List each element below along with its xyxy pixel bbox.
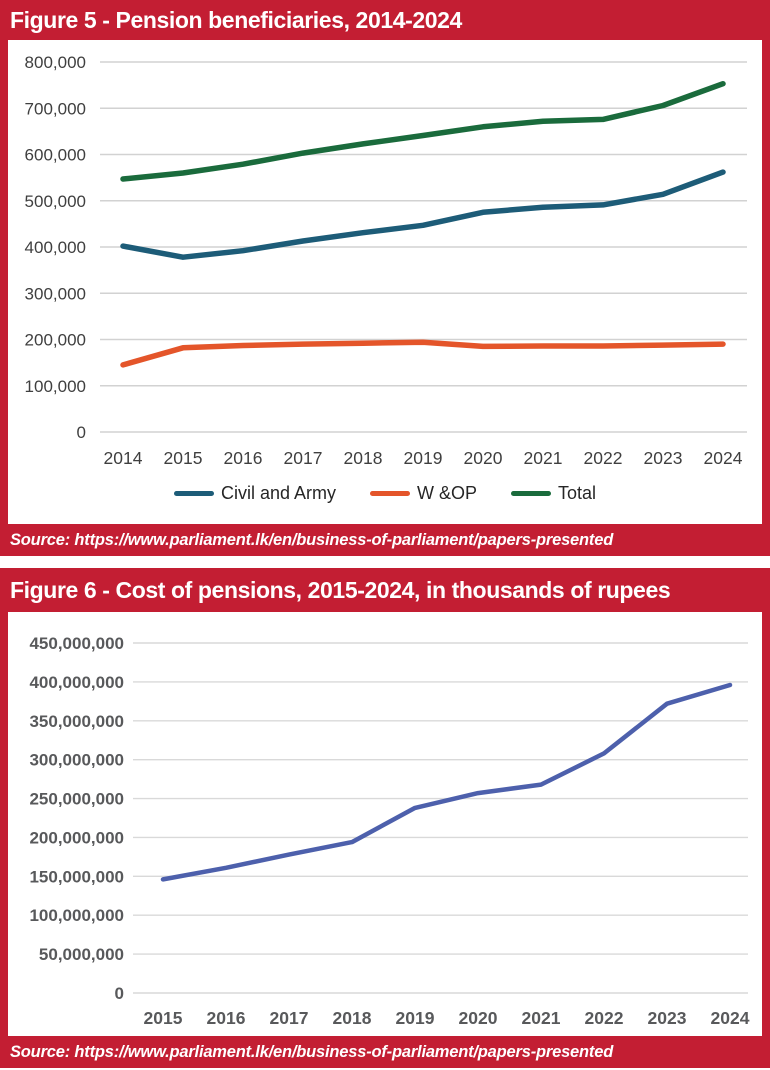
figure6-chart-area: 0 50,000,000 100,000,000 150,000,000 200,000… xyxy=(8,612,762,1036)
x-tick-label: 2024 xyxy=(704,448,743,468)
y-tick-label: 400,000,000 xyxy=(29,673,124,692)
y-tick-label: 150,000,000 xyxy=(29,867,124,886)
series-line-cost-of-pensions xyxy=(160,682,733,882)
x-tick-label: 2022 xyxy=(585,1008,624,1028)
civil-and-army-swatch xyxy=(173,491,214,496)
legend-item-total: Total xyxy=(511,483,596,504)
y-tick-label: 0 xyxy=(77,423,86,442)
legend-item-civil-and-army: Civil and Army xyxy=(173,483,336,504)
y-tick-label: 500,000 xyxy=(25,192,86,211)
figure5-title: Figure 5 - Pension beneficiaries, 2014-2… xyxy=(10,6,462,33)
x-tick-label: 2019 xyxy=(396,1008,435,1028)
figure5-panel: Figure 5 - Pension beneficiaries, 2014-2… xyxy=(0,0,770,556)
x-tick-label: 2020 xyxy=(459,1008,498,1028)
x-tick-label: 2016 xyxy=(224,448,263,468)
total-swatch xyxy=(511,491,551,496)
legend-item-wop: W &OP xyxy=(369,483,477,504)
y-tick-label: 400,000 xyxy=(25,238,86,257)
series-line-w-op xyxy=(120,339,726,368)
x-tick-label: 2022 xyxy=(584,448,623,468)
y-tick-label: 250,000,000 xyxy=(29,790,124,809)
series-line-civil-and-army xyxy=(120,169,726,260)
figure5-source-text: Source: https://www.parliament.lk/en/bus… xyxy=(10,530,614,549)
y-tick-label: 300,000 xyxy=(25,284,86,303)
y-tick-label: 450,000,000 xyxy=(29,634,124,653)
y-tick-label: 200,000,000 xyxy=(29,828,124,847)
y-tick-label: 300,000,000 xyxy=(29,751,124,770)
x-tick-label: 2018 xyxy=(344,448,383,468)
x-tick-label: 2024 xyxy=(711,1008,750,1028)
y-tick-label: 200,000 xyxy=(25,331,86,350)
figure6-panel: Figure 6 - Cost of pensions, 2015-2024, … xyxy=(0,568,770,1068)
figure5-legend: Civil and Army W &OP Total xyxy=(8,475,762,524)
x-tick-label: 2021 xyxy=(522,1008,561,1028)
figure6-header-bar: Figure 6 - Cost of pensions, 2015-2024, … xyxy=(8,568,762,612)
legend-label: W &OP xyxy=(416,483,477,503)
figure6-line-chart: 0 50,000,000 100,000,000 150,000,000 200,000… xyxy=(29,634,750,1028)
figure5-header-bar: Figure 5 - Pension beneficiaries, 2014-2… xyxy=(8,0,762,40)
legend-label: Civil and Army xyxy=(220,483,336,503)
legend-label: Total xyxy=(558,483,597,503)
y-tick-label: 100,000 xyxy=(25,377,86,396)
x-tick-label: 2017 xyxy=(284,448,323,468)
y-tick-label: 100,000,000 xyxy=(29,906,124,925)
figure5-source-bar: Source: https://www.parliament.lk/en/bus… xyxy=(8,524,762,556)
figure5-line-chart: 0 100,000 200,000 300,000 400,000 500,000 600,… xyxy=(25,53,747,468)
x-tick-label: 2016 xyxy=(207,1008,246,1028)
x-tick-label: 2020 xyxy=(464,448,503,468)
series-line-total xyxy=(120,80,726,182)
y-tick-label: 700,000 xyxy=(25,99,86,118)
x-tick-label: 2023 xyxy=(648,1008,687,1028)
x-tick-label: 2021 xyxy=(524,448,563,468)
panel-gap xyxy=(0,556,770,568)
x-tick-label: 2015 xyxy=(164,448,203,468)
x-tick-label: 2015 xyxy=(144,1008,183,1028)
x-tick-label: 2017 xyxy=(270,1008,309,1028)
x-tick-label: 2019 xyxy=(404,448,443,468)
wop-swatch xyxy=(369,491,410,496)
x-tick-label: 2023 xyxy=(644,448,683,468)
x-tick-label: 2014 xyxy=(104,448,143,468)
y-tick-label: 0 xyxy=(115,984,124,1003)
x-tick-label: 2018 xyxy=(333,1008,372,1028)
figure6-title: Figure 6 - Cost of pensions, 2015-2024, … xyxy=(10,576,671,603)
figure6-source-bar: Source: https://www.parliament.lk/en/bus… xyxy=(8,1036,762,1068)
figure5-chart-area: 0 100,000 200,000 300,000 400,000 500,000 600,… xyxy=(8,40,762,524)
y-tick-label: 600,000 xyxy=(25,146,86,165)
y-tick-label: 350,000,000 xyxy=(29,712,124,731)
y-tick-label: 800,000 xyxy=(25,53,86,72)
figure6-source-text: Source: https://www.parliament.lk/en/bus… xyxy=(10,1042,614,1061)
y-tick-label: 50,000,000 xyxy=(39,945,124,964)
